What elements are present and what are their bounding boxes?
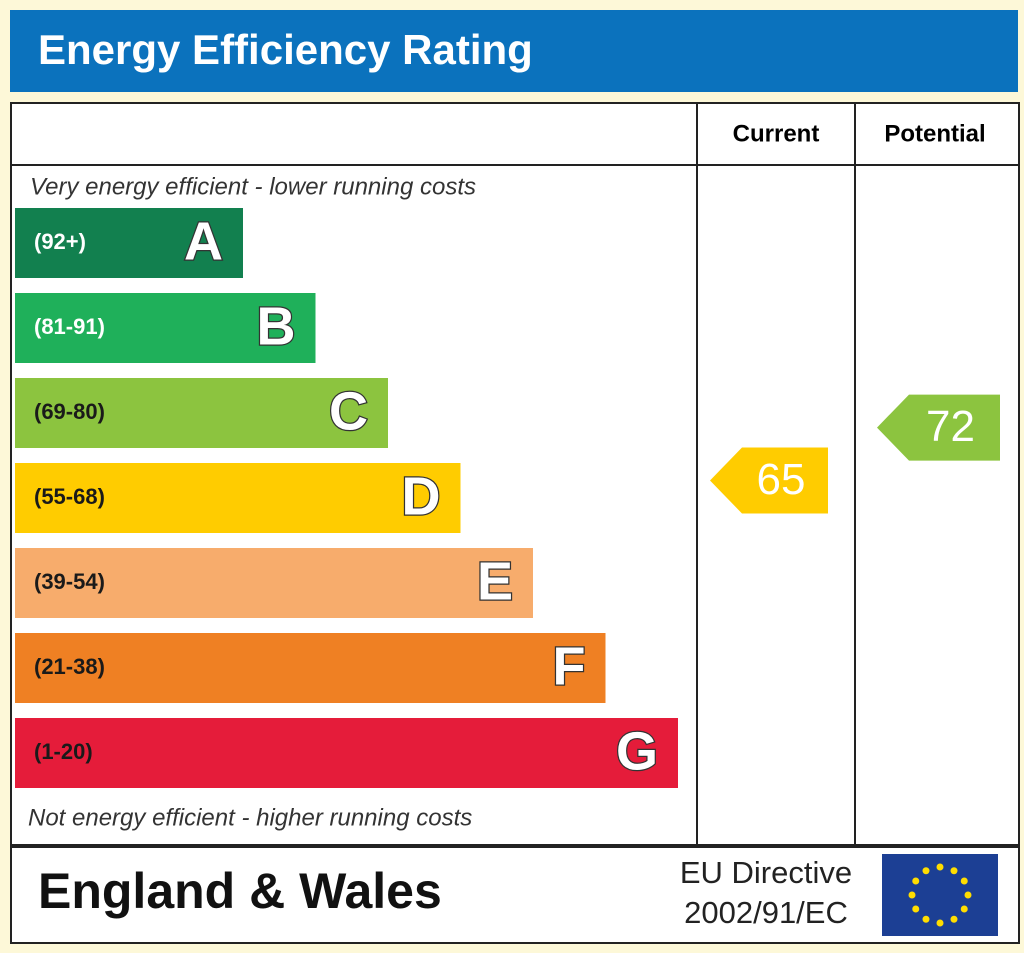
rating-value: 72 bbox=[926, 402, 975, 451]
title: Energy Efficiency Rating bbox=[38, 26, 533, 73]
band-bar bbox=[15, 293, 316, 363]
band-bar bbox=[15, 548, 533, 618]
band-range: (1-20) bbox=[34, 739, 93, 764]
flag-star bbox=[936, 863, 944, 871]
flag-star bbox=[936, 919, 944, 927]
flag-star bbox=[922, 867, 930, 875]
eu-flag bbox=[882, 854, 998, 936]
band-letter: F bbox=[553, 636, 586, 696]
flag-star bbox=[960, 905, 968, 913]
band-letter: B bbox=[257, 296, 296, 356]
flag-star bbox=[912, 905, 920, 913]
band-letter: E bbox=[477, 551, 513, 611]
rating-value: 65 bbox=[757, 455, 806, 504]
band-letter: G bbox=[616, 721, 658, 781]
header-bar bbox=[10, 10, 1018, 92]
flag-star bbox=[922, 915, 930, 923]
flag-star bbox=[912, 877, 920, 885]
band-letter: A bbox=[184, 211, 223, 271]
band-range: (69-80) bbox=[34, 399, 105, 424]
band-range: (92+) bbox=[34, 229, 86, 254]
band-bar bbox=[15, 378, 388, 448]
top-note: Very energy efficient - lower running co… bbox=[30, 173, 476, 200]
column-header: Current bbox=[733, 120, 820, 147]
column-header: Potential bbox=[884, 120, 985, 147]
band-range: (39-54) bbox=[34, 569, 105, 594]
flag-star bbox=[950, 867, 958, 875]
band-bar bbox=[15, 718, 678, 788]
rating-arrow bbox=[710, 447, 828, 514]
flag-star bbox=[908, 891, 916, 899]
bottom-note: Not energy efficient - higher running co… bbox=[28, 804, 472, 831]
band-bar bbox=[15, 463, 461, 533]
flag-star bbox=[960, 877, 968, 885]
band-range: (81-91) bbox=[34, 314, 105, 339]
band-range: (21-38) bbox=[34, 654, 105, 679]
band-range: (55-68) bbox=[34, 484, 105, 509]
flag-star bbox=[950, 915, 958, 923]
footer-box bbox=[10, 846, 1020, 944]
rating-arrow bbox=[877, 394, 1000, 461]
directive: EU Directive bbox=[680, 855, 852, 890]
directive: 2002/91/EC bbox=[684, 895, 848, 930]
region: England & Wales bbox=[38, 863, 442, 919]
band-bar bbox=[15, 633, 606, 703]
band-letter: C bbox=[329, 381, 368, 441]
band-letter: D bbox=[402, 466, 441, 526]
flag-star bbox=[964, 891, 972, 899]
band-bar bbox=[15, 208, 243, 278]
